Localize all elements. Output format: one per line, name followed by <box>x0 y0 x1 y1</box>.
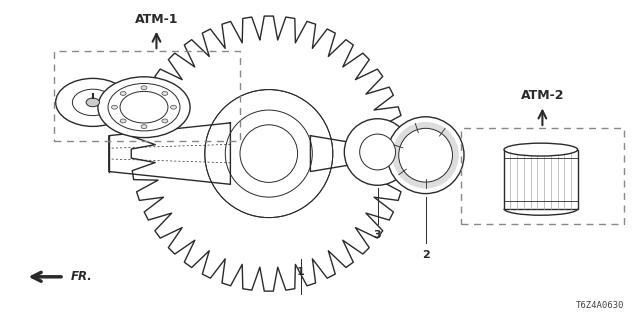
Text: ATM-1: ATM-1 <box>135 12 178 26</box>
Ellipse shape <box>120 92 168 123</box>
Ellipse shape <box>98 77 190 138</box>
Polygon shape <box>310 136 349 172</box>
Ellipse shape <box>360 134 396 170</box>
Ellipse shape <box>56 78 130 126</box>
Text: T6Z4A0630: T6Z4A0630 <box>575 301 624 310</box>
Text: 1: 1 <box>297 267 305 277</box>
Text: FR.: FR. <box>70 270 92 283</box>
Ellipse shape <box>387 117 464 194</box>
Ellipse shape <box>120 92 126 95</box>
Text: ATM-2: ATM-2 <box>521 89 564 102</box>
Ellipse shape <box>392 122 459 188</box>
Text: 3: 3 <box>374 230 381 240</box>
Ellipse shape <box>162 119 168 123</box>
Bar <box>504 149 578 209</box>
Ellipse shape <box>108 84 180 131</box>
Ellipse shape <box>504 143 577 156</box>
Ellipse shape <box>399 128 452 182</box>
Bar <box>54 51 240 141</box>
Bar <box>461 128 624 224</box>
Ellipse shape <box>141 125 147 129</box>
Ellipse shape <box>141 86 147 90</box>
Ellipse shape <box>111 105 118 109</box>
Text: 2: 2 <box>422 250 429 260</box>
Ellipse shape <box>72 89 113 116</box>
Ellipse shape <box>205 90 333 218</box>
Ellipse shape <box>120 119 126 123</box>
Ellipse shape <box>347 136 383 172</box>
Ellipse shape <box>162 92 168 95</box>
Ellipse shape <box>170 105 177 109</box>
Ellipse shape <box>344 119 411 185</box>
Polygon shape <box>109 123 230 184</box>
Ellipse shape <box>399 128 452 182</box>
Ellipse shape <box>86 98 99 107</box>
